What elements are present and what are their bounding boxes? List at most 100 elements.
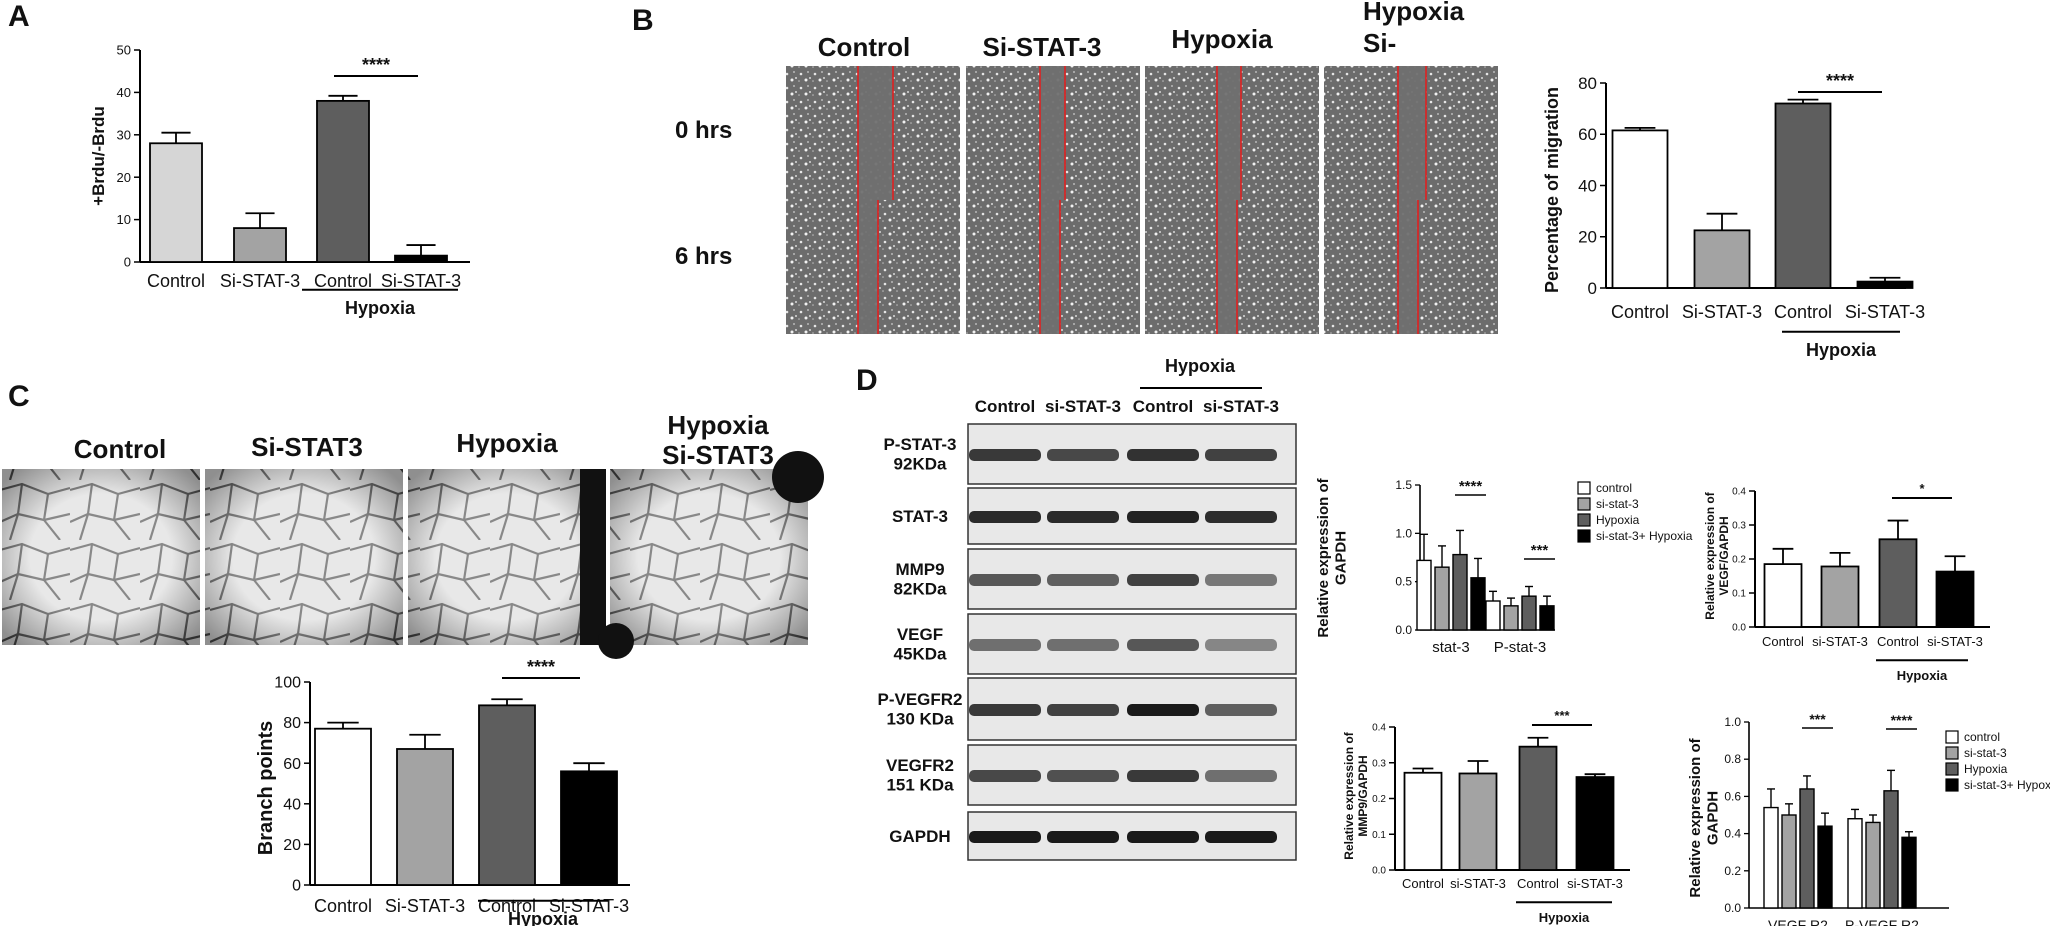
x-tick-label: Si-STAT-3: [220, 271, 300, 291]
blot-band: [1127, 574, 1199, 586]
x-tick-label: si-STAT-3: [1450, 876, 1506, 891]
group-label: Hypoxia: [1539, 910, 1590, 925]
blot-band: [1047, 449, 1119, 461]
y-axis-label: Relative expression ofVEGF/GAPDH: [1703, 491, 1731, 619]
x-tick-label: si-STAT-3: [1927, 634, 1983, 649]
bar: [1817, 825, 1833, 909]
blot-band: [1047, 704, 1119, 716]
blot-row-label: P-VEGFR2 130 KDa: [877, 690, 962, 729]
y-tick-label: 1.5: [1395, 478, 1412, 492]
blot-band: [969, 511, 1041, 523]
bar: [1935, 570, 1975, 628]
tube-image-vignette: [610, 469, 808, 645]
scratch-gap: [1040, 200, 1060, 334]
blot-band: [969, 770, 1041, 782]
tube-image-vignette: [2, 469, 200, 645]
bar: [1458, 772, 1498, 871]
significance-label: ***: [1554, 708, 1570, 723]
bar: [1820, 565, 1860, 628]
group-label: Hypoxia: [1806, 340, 1877, 360]
bar: [1485, 600, 1501, 631]
blot-band: [969, 574, 1041, 586]
blot-row-label: VEGF 45KDa: [894, 625, 947, 664]
y-tick-label: 40: [1578, 176, 1597, 195]
legend-swatch: [1577, 529, 1591, 543]
legend-swatch: [1577, 497, 1591, 511]
chart-D1: 0.0 0.5 1.0 1.5 stat-3 **** P-stat-3 *** Relativ…: [1315, 477, 1693, 656]
blot-band: [1127, 449, 1199, 461]
legend-label: Hypoxia: [1964, 762, 2008, 776]
tube-image-vignette: [408, 469, 606, 645]
x-tick-label: stat-3: [1432, 639, 1470, 656]
blot-band: [1047, 639, 1119, 651]
y-axis-label: Percentage of migration: [1542, 87, 1562, 293]
tube-image-well-edge: [598, 623, 634, 659]
x-tick-label: VEGF R2: [1768, 917, 1828, 926]
scratch-column-label-1: Si-STAT-3: [983, 32, 1102, 62]
blot-column-label: si-STAT-3: [1203, 397, 1279, 416]
y-axis-label: Relative expression ofMMP9/GAPDH: [1342, 731, 1370, 859]
bar: [233, 227, 287, 263]
scratch-column-label-3: Hypoxia Si-: [1363, 0, 1465, 58]
blot-band: [1047, 511, 1119, 523]
chart-D2: 0.0 0.1 0.2 0.3 0.4 Control si-STAT-3 Control si…: [1703, 481, 1990, 683]
group-label: Hypoxia: [1897, 668, 1948, 683]
y-tick-label: 80: [283, 715, 301, 732]
blot-row-label: P-STAT-3 92KDa: [883, 435, 956, 474]
bar: [1521, 595, 1537, 631]
tube-image-well-edge: [772, 451, 824, 503]
scratch-column-label-2: Hypoxia: [1171, 24, 1273, 54]
blot-band: [1047, 770, 1119, 782]
blot-band: [969, 639, 1041, 651]
bar: [1799, 788, 1815, 909]
legend-swatch: [1577, 481, 1591, 495]
legend-label: si-stat-3+ Hypoxia: [1596, 529, 1693, 543]
y-tick-label: 20: [1578, 228, 1597, 247]
y-tick-label: 0.0: [1395, 623, 1412, 637]
scratch-gap: [1040, 66, 1065, 200]
y-tick-label: 0.4: [1372, 723, 1386, 734]
panel-label-a: A: [8, 0, 30, 33]
y-tick-label: 0: [124, 255, 131, 270]
x-tick-label: Si-STAT-3: [1682, 302, 1762, 322]
blot-column-label: Control: [1133, 397, 1193, 416]
chart-B: 0 20 40 60 80 Control Si-STAT-3 Control Si-STAT-…: [1542, 71, 1925, 360]
blot-band: [1205, 704, 1277, 716]
y-tick-label: 0.2: [1732, 555, 1746, 566]
y-tick-label: 30: [117, 127, 131, 142]
x-tick-label: P-VEGF R2: [1845, 917, 1919, 926]
blot-row-label: VEGFR2 151 KDa: [886, 756, 954, 795]
bar: [1878, 538, 1918, 628]
x-tick-label: Control: [1762, 634, 1804, 649]
y-tick-label: 0.2: [1372, 794, 1386, 805]
group-label: Hypoxia: [345, 298, 416, 318]
bar: [1503, 605, 1519, 631]
y-axis-label: +Brdu/-Brdu: [89, 106, 108, 206]
y-tick-label: 1.0: [1395, 526, 1412, 540]
y-tick-label: 40: [283, 796, 301, 813]
y-axis-label: Branch points: [255, 721, 277, 855]
bar: [396, 748, 454, 886]
y-tick-label: 0.4: [1724, 827, 1741, 841]
y-tick-label: 0.1: [1372, 830, 1386, 841]
bar: [560, 770, 618, 886]
x-tick-label: si-STAT-3: [1567, 876, 1623, 891]
bar: [1774, 102, 1832, 289]
blot-hypoxia-label: Hypoxia: [1165, 356, 1236, 376]
scratch-gap: [858, 66, 893, 200]
bar: [1865, 821, 1881, 909]
scratch-gap: [1398, 200, 1418, 334]
scratch-row-label-0: 0 hrs: [675, 117, 732, 144]
scratch-column-label-0: Control: [818, 32, 910, 62]
panel-label-d: D: [856, 364, 878, 397]
y-tick-label: 0.3: [1372, 758, 1386, 769]
legend-label: Hypoxia: [1596, 513, 1640, 527]
significance-label: *: [1919, 481, 1925, 496]
blot-band: [1205, 449, 1277, 461]
y-tick-label: 0.3: [1732, 521, 1746, 532]
y-tick-label: 0: [1588, 279, 1597, 298]
blot-band: [969, 704, 1041, 716]
y-tick-label: 60: [1578, 125, 1597, 144]
bar: [478, 704, 536, 886]
